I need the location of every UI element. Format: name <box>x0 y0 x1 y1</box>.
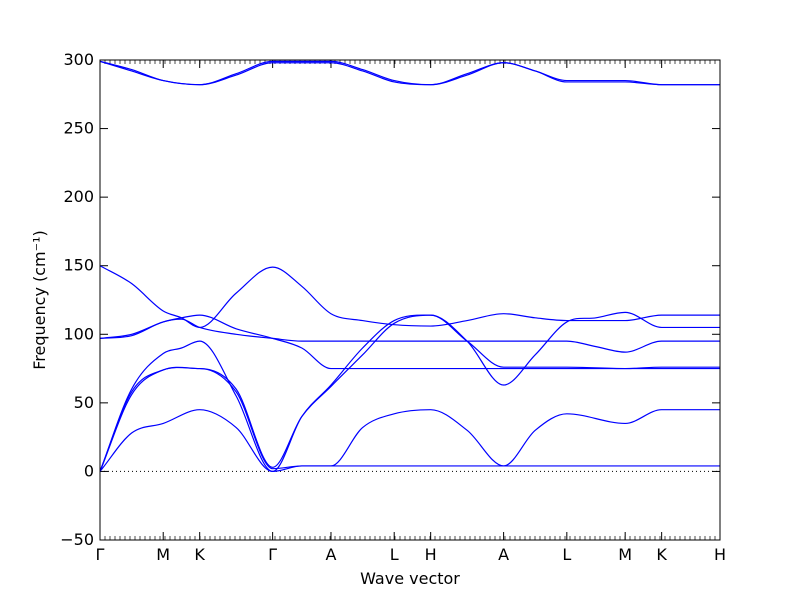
x-axis-label: Wave vector <box>360 569 460 588</box>
y-axis-label: Frequency (cm⁻¹) <box>30 230 49 369</box>
x-tick-label: M <box>156 545 170 564</box>
x-tick-label: K <box>656 545 667 564</box>
y-tick-label: 50 <box>74 393 94 412</box>
y-tick-label: 250 <box>63 119 94 138</box>
y-tick-label: 300 <box>63 50 94 69</box>
phonon-band-line <box>100 318 720 353</box>
x-tick-label: H <box>425 545 437 564</box>
phonon-band-line <box>100 409 720 473</box>
y-tick-label: 100 <box>63 324 94 343</box>
phonon-band-line <box>100 311 720 473</box>
x-tick-label: A <box>498 545 509 564</box>
plot-area: −50 0 50 100 150 200 250 300 Γ M K Γ A L H A L M K H <box>60 50 726 564</box>
plot-frame <box>99 59 721 541</box>
y-tick-label: −50 <box>60 530 94 549</box>
phonon-band-line <box>100 265 720 329</box>
x-tick-label: Γ <box>96 545 105 564</box>
y-tick-label: 200 <box>63 187 94 206</box>
x-tick-label: L <box>390 545 399 564</box>
phonon-band-line <box>100 60 720 86</box>
x-tick-label: L <box>562 545 571 564</box>
y-tick-label: 150 <box>63 256 94 275</box>
x-tick-label: A <box>326 545 337 564</box>
phonon-band-line <box>100 366 720 472</box>
x-tick-label: K <box>194 545 205 564</box>
phonon-band-line <box>100 314 720 370</box>
x-tick-label: Γ <box>268 545 277 564</box>
x-tick-label: H <box>714 545 726 564</box>
x-tick-label: M <box>618 545 632 564</box>
y-tick-label: 0 <box>84 461 94 480</box>
